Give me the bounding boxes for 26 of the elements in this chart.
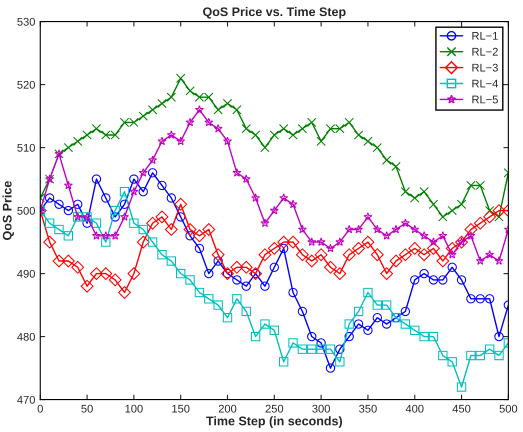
y-tick-label: 510 xyxy=(17,144,35,152)
y-tick-label: 530 xyxy=(17,18,35,26)
x-tick-label: 350 xyxy=(359,404,377,413)
x-tick-label: 150 xyxy=(172,404,190,413)
y-tick-label: 520 xyxy=(17,80,35,89)
legend-label: RL−2 xyxy=(472,48,498,56)
legend-label: RL−5 xyxy=(472,96,498,104)
x-tick-label: 0 xyxy=(38,404,43,413)
x-tick-label: 50 xyxy=(81,404,93,413)
chart-title: QoS Price vs. Time Step xyxy=(203,6,346,19)
legend-label: RL−4 xyxy=(472,80,498,88)
x-tick-label: 400 xyxy=(406,404,424,413)
x-tick-label: 200 xyxy=(218,404,236,413)
y-tick-label: 490 xyxy=(17,270,35,278)
legend-label: RL−1 xyxy=(472,32,498,40)
y-tick-label: 470 xyxy=(17,396,35,404)
x-tick-label: 300 xyxy=(312,404,330,413)
y-axis-title: QoS Price xyxy=(2,181,14,240)
y-tick-label: 480 xyxy=(17,332,35,341)
legend-label: RL−3 xyxy=(472,64,498,72)
x-tick-label: 450 xyxy=(452,404,470,413)
x-axis-title: Time Step (in seconds) xyxy=(206,416,342,428)
y-tick-label: 500 xyxy=(17,206,35,215)
x-tick-label: 100 xyxy=(125,404,143,413)
x-tick-label: 500 xyxy=(500,404,518,413)
x-tick-label: 250 xyxy=(266,404,284,413)
